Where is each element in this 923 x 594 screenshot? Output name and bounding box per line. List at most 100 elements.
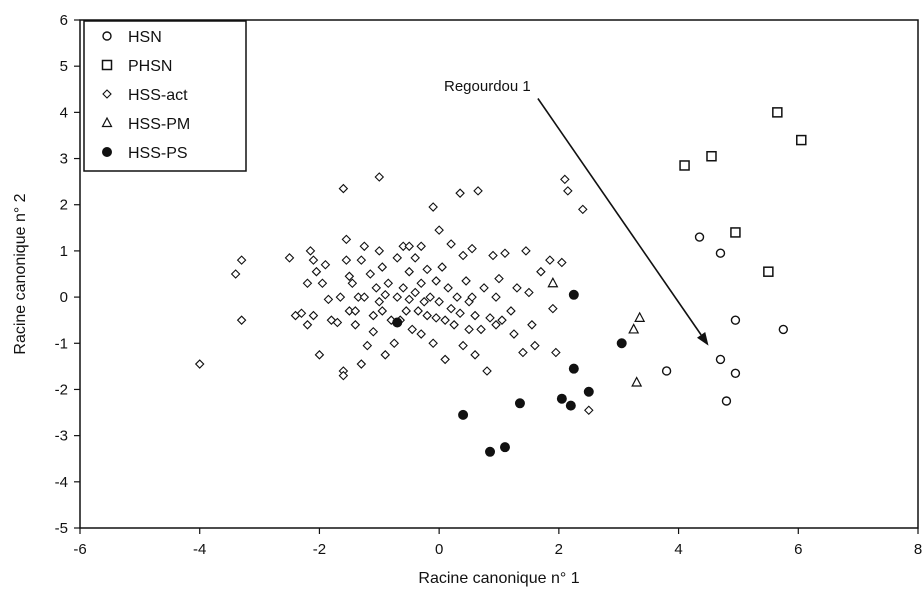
data-point (455, 188, 465, 198)
data-point (356, 359, 367, 369)
data-point (416, 241, 426, 252)
annotation: Regourdou 1 (444, 78, 709, 346)
data-point (524, 287, 534, 298)
legend-marker (101, 59, 113, 71)
data-point (380, 350, 391, 360)
data-point (434, 296, 444, 307)
legend-label: HSS-PS (128, 145, 188, 162)
series-hss-pm (547, 276, 646, 387)
data-point (398, 283, 409, 293)
data-point (419, 296, 429, 307)
y-tick-label: -3 (55, 428, 68, 445)
data-point (383, 278, 394, 289)
data-point (506, 306, 516, 316)
legend-label: HSS-PM (128, 116, 190, 133)
data-point (565, 400, 576, 411)
series-hss-ps (392, 289, 627, 457)
data-point (763, 266, 774, 277)
data-point (365, 269, 376, 279)
data-point (449, 320, 459, 330)
data-point (284, 253, 295, 263)
data-point (527, 320, 537, 330)
data-point (431, 276, 441, 286)
y-tick-label: -5 (55, 520, 68, 537)
annotation-arrowhead (696, 332, 709, 346)
data-point (446, 239, 456, 249)
data-point (679, 160, 690, 171)
data-point (236, 315, 247, 325)
data-point (347, 278, 358, 289)
data-point (467, 292, 477, 302)
legend-marker (102, 31, 112, 41)
data-point (458, 340, 468, 351)
data-point (368, 326, 379, 337)
data-point (547, 276, 559, 288)
y-axis-label: Racine canonique n° 2 (12, 193, 29, 354)
data-point (377, 306, 388, 316)
data-point (404, 241, 414, 252)
data-point (374, 246, 385, 256)
data-point (308, 310, 319, 321)
axis-ticks: -6 -4 -2 0 2 4 6 8 -5 -4 -3 -2 -1 0 1 2 3 4 5 6 (55, 12, 923, 558)
data-point (455, 308, 465, 319)
data-point (521, 246, 531, 256)
data-point (452, 292, 462, 302)
data-point (491, 320, 501, 330)
data-point (368, 310, 379, 321)
data-point (302, 278, 313, 289)
data-point (344, 271, 355, 282)
data-point (772, 107, 783, 118)
data-point (545, 255, 555, 265)
y-tick-label: 5 (60, 58, 68, 75)
data-point (335, 292, 346, 302)
data-point (425, 292, 435, 302)
data-point (706, 150, 717, 162)
series-phsn (679, 107, 807, 277)
data-point (389, 338, 400, 349)
data-point (634, 311, 646, 322)
y-tick-label: 3 (60, 151, 68, 168)
y-tick-label: 2 (60, 197, 68, 214)
data-point (392, 253, 403, 263)
y-tick-label: 4 (60, 104, 68, 121)
data-point (422, 310, 432, 321)
data-point (631, 376, 643, 387)
data-point (715, 354, 726, 365)
data-point (302, 320, 313, 330)
series-hss-act (194, 172, 594, 416)
data-point (332, 317, 343, 328)
data-point (380, 290, 391, 300)
legend-marker (101, 116, 113, 128)
data-point (440, 315, 450, 325)
data-point (350, 306, 361, 316)
data-point (374, 296, 385, 307)
data-point (730, 315, 741, 325)
data-point (518, 347, 528, 358)
data-point (476, 324, 486, 335)
data-point (473, 186, 483, 196)
data-point (356, 255, 367, 265)
data-point (194, 359, 205, 369)
data-point (485, 313, 495, 323)
data-point (431, 313, 441, 323)
data-point (371, 283, 382, 293)
data-point (778, 324, 789, 335)
data-point (500, 248, 510, 258)
x-tick-label: 6 (794, 541, 802, 558)
legend-label: HSN (128, 29, 162, 46)
data-point (479, 283, 489, 293)
data-point (536, 266, 546, 277)
data-point (530, 340, 540, 351)
y-tick-label: -4 (55, 474, 68, 491)
data-point (305, 246, 316, 256)
data-point (470, 310, 480, 321)
data-point (350, 320, 361, 330)
y-tick-label: 1 (60, 243, 68, 260)
data-point (494, 273, 504, 284)
data-point (467, 243, 477, 254)
data-point (440, 354, 450, 365)
y-tick-label: 0 (60, 289, 68, 306)
data-point (458, 409, 469, 420)
y-tick-label: -1 (55, 335, 68, 352)
data-point (434, 225, 444, 235)
